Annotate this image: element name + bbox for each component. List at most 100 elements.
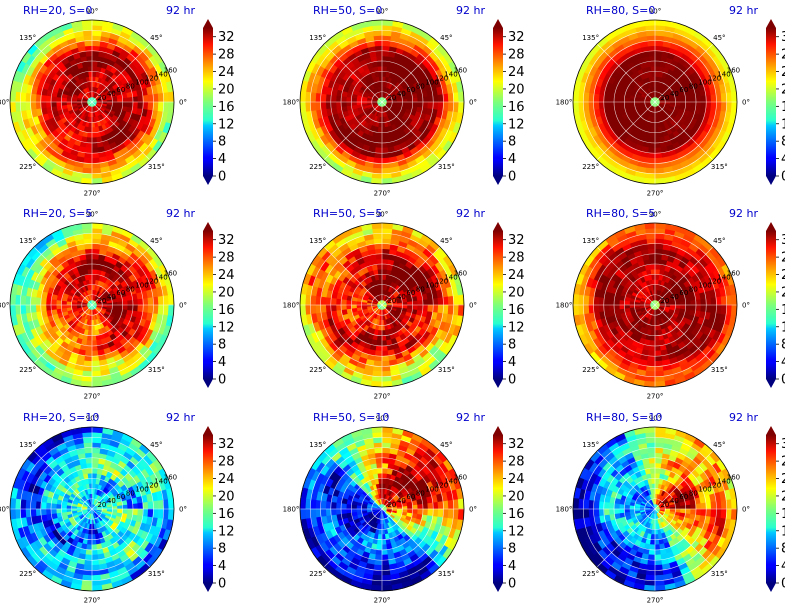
panel-title: RH=20, S=0 [23,4,92,17]
field-cell [422,95,429,103]
field-cell [613,96,620,103]
field-cell [651,122,656,128]
field-cell [340,299,347,306]
colorbar-tick-label: 32 [218,30,235,45]
colorbar-tick-label: 24 [508,65,525,80]
field-cell [593,101,600,111]
field-cell [86,340,93,347]
field-cell [378,319,383,326]
field-cell [91,147,100,154]
colorbar-tick-label: 24 [508,268,525,283]
field-cell [374,45,383,52]
field-cell [720,101,728,112]
colorbar-tick-label: 12 [218,117,235,132]
field-cell [381,284,386,291]
angular-tick-label: 45° [713,34,725,42]
field-cell [654,350,663,357]
field-cell [374,152,383,159]
field-cell [361,301,368,306]
field-cell [142,94,149,103]
panel-title: RH=50, S=5 [313,207,382,220]
field-cell [629,98,635,103]
angular-tick-label: 135° [309,237,326,245]
field-cell [19,101,27,112]
field-cell [375,345,383,352]
field-cell [649,335,656,342]
field-cell [647,350,656,357]
angular-tick-label: 135° [582,34,599,42]
field-cell [91,45,100,52]
field-cell [705,297,712,306]
field-cell [654,238,665,245]
angular-tick-label: 315° [438,366,455,374]
field-cell [695,304,702,312]
field-cell [91,50,100,57]
angular-tick-label: 315° [711,366,728,374]
field-cell [381,167,392,175]
field-cell [152,101,159,112]
field-cell [82,167,93,175]
field-cell [91,268,98,275]
field-cell [381,29,392,37]
colorbar-tick-label: 28 [781,251,785,266]
field-cell [646,360,656,367]
colorbar-tick-label: 24 [218,268,235,283]
field-cell [654,65,661,72]
polar-grid [299,222,465,388]
field-cell [407,304,414,310]
field-cell [376,132,383,139]
colorbar-tick-label: 4 [781,152,785,167]
field-cell [147,304,154,314]
polar-grid [299,19,465,185]
field-cell [647,152,656,159]
colorbar-tick-label: 16 [508,303,525,318]
field-cell [157,304,165,315]
field-cell [654,370,665,378]
field-cell [91,40,101,47]
field-cell [157,101,165,112]
field-cell [91,263,98,270]
field-cell [86,335,93,342]
radial-tick-label: 160 [727,270,740,278]
field-cell [91,65,98,72]
field-cell [356,98,362,103]
field-cell [381,55,389,62]
field-cell [60,97,67,103]
field-cell [366,302,373,306]
panel-time: 92 hr [456,207,485,220]
field-cell [345,96,352,103]
field-cell [117,101,124,107]
field-cell [402,101,408,106]
field-cell [437,296,444,306]
radial-tick-label: 20 [660,94,669,102]
field-cell [91,345,99,352]
field-cell [374,50,383,57]
radial-tick-label: 20 [387,94,396,102]
field-cell [88,325,93,331]
field-cell [315,295,322,306]
field-cell [91,35,102,42]
field-cell [122,101,129,108]
field-cell [381,81,386,88]
field-cell [378,116,383,123]
field-cell [309,92,317,103]
field-cell [117,304,124,310]
angular-tick-label: 225° [582,163,599,171]
field-cell [84,350,93,357]
field-cell [381,243,391,250]
field-cell [442,295,449,306]
field-cell [340,96,347,103]
field-cell [648,142,656,149]
field-cell [84,253,93,260]
field-cell [381,162,392,169]
field-cell [654,147,663,154]
field-cell [84,248,93,255]
colorbar-gradient [493,28,503,176]
colorbar-tick-label: 12 [218,320,235,335]
colorbar-extend-min [203,379,213,388]
field-cell [122,304,129,311]
